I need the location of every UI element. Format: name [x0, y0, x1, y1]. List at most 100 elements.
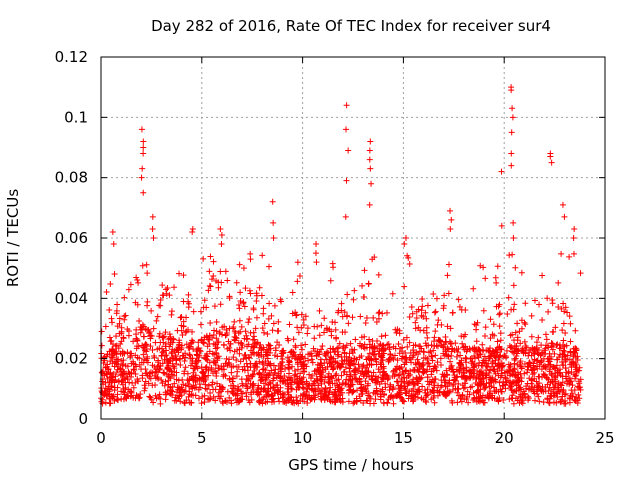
data-point	[345, 147, 352, 154]
data-point	[99, 378, 106, 385]
data-point	[361, 267, 368, 274]
data-point	[375, 366, 382, 373]
data-point	[430, 367, 437, 374]
data-point	[422, 389, 429, 396]
data-point	[565, 368, 572, 375]
data-point	[159, 282, 166, 289]
data-point	[156, 366, 163, 373]
data-point	[453, 353, 460, 360]
data-point	[180, 318, 187, 325]
data-point	[567, 320, 574, 327]
data-point	[422, 340, 429, 347]
data-point	[524, 369, 531, 376]
data-point	[390, 368, 397, 375]
data-point	[511, 360, 518, 367]
data-point	[169, 388, 176, 395]
data-point	[448, 340, 455, 347]
data-point	[372, 373, 379, 380]
data-point	[248, 391, 255, 398]
data-point	[271, 302, 278, 309]
data-point	[151, 372, 158, 379]
data-point	[531, 369, 538, 376]
data-point	[422, 397, 429, 404]
data-point	[255, 382, 262, 389]
data-point	[190, 382, 197, 389]
data-point	[396, 385, 403, 392]
data-point	[102, 379, 109, 386]
data-point	[549, 300, 556, 307]
data-point	[512, 355, 519, 362]
data-point	[300, 316, 307, 323]
data-point	[287, 381, 294, 388]
data-point	[367, 138, 374, 145]
data-point	[536, 301, 543, 308]
data-point	[203, 363, 210, 370]
data-point	[183, 341, 190, 348]
data-point	[360, 293, 367, 300]
data-point	[239, 341, 246, 348]
data-point	[298, 324, 305, 331]
data-point	[234, 346, 241, 353]
data-point	[430, 291, 437, 298]
data-point	[490, 321, 497, 328]
data-point	[138, 324, 145, 331]
data-point	[335, 344, 342, 351]
data-point	[317, 359, 324, 366]
data-point	[374, 390, 381, 397]
data-point	[111, 271, 118, 278]
data-point	[474, 319, 481, 326]
data-point	[292, 342, 299, 349]
data-point	[444, 389, 451, 396]
data-point	[257, 377, 264, 384]
data-point	[213, 319, 220, 326]
data-point	[506, 372, 513, 379]
data-point	[211, 303, 218, 310]
data-point	[256, 371, 263, 378]
data-point	[266, 361, 273, 368]
data-point	[560, 300, 567, 307]
data-point	[206, 359, 213, 366]
data-point	[250, 363, 257, 370]
data-point	[250, 329, 257, 336]
data-point	[238, 323, 245, 330]
data-point	[243, 375, 250, 382]
data-point	[481, 332, 488, 339]
data-point	[352, 375, 359, 382]
data-point	[514, 348, 521, 355]
data-point	[499, 383, 506, 390]
data-point	[410, 342, 417, 349]
data-point	[329, 318, 336, 325]
data-point	[152, 366, 159, 373]
data-point	[168, 350, 175, 357]
y-tick-label: 0.02	[55, 350, 88, 368]
data-point	[318, 322, 325, 329]
data-point	[254, 386, 261, 393]
data-point	[521, 370, 528, 377]
data-point	[430, 394, 437, 401]
data-point	[345, 320, 352, 327]
data-point	[541, 371, 548, 378]
data-point	[274, 387, 281, 394]
data-point	[466, 373, 473, 380]
data-point	[537, 386, 544, 393]
data-point	[324, 364, 331, 371]
data-point	[430, 347, 437, 354]
data-point	[379, 357, 386, 364]
data-point	[325, 394, 332, 401]
data-point	[326, 388, 333, 395]
data-point	[231, 318, 238, 325]
data-point	[209, 350, 216, 357]
data-point	[358, 343, 365, 350]
data-point	[333, 335, 340, 342]
data-point	[127, 354, 134, 361]
data-point	[150, 399, 157, 406]
data-point	[116, 320, 123, 327]
data-point	[263, 351, 270, 358]
data-point	[359, 368, 366, 375]
data-point	[479, 341, 486, 348]
data-point	[332, 358, 339, 365]
data-point	[303, 363, 310, 370]
data-point	[121, 389, 128, 396]
data-point	[185, 300, 192, 307]
data-point	[513, 352, 520, 359]
